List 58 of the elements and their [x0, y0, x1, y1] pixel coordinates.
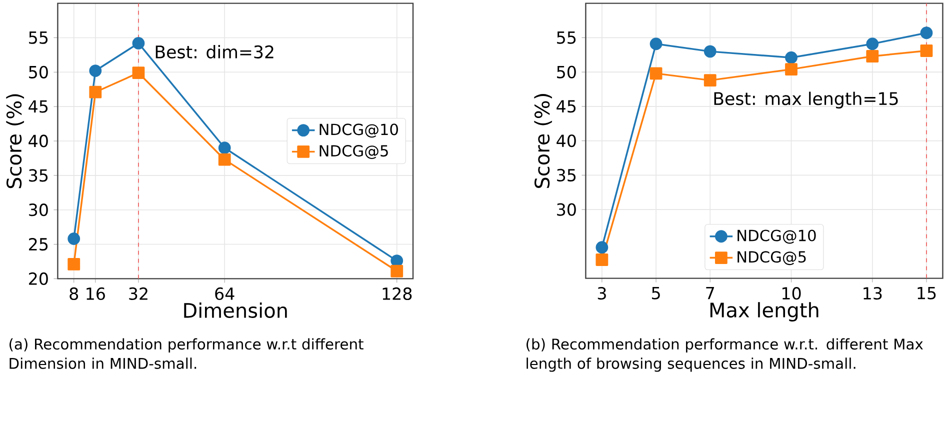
- x-tick-label: 32: [129, 287, 148, 300]
- x-tick-label: 128: [382, 287, 412, 300]
- point: [650, 38, 662, 50]
- point: [920, 26, 933, 40]
- legend-label: NDCG@5: [320, 145, 388, 160]
- legend-label: NDCG@10: [320, 124, 398, 138]
- y-tick-label: 30: [557, 203, 576, 216]
- x-tick-label: 64: [215, 287, 234, 300]
- y-tick-label: 55: [557, 31, 576, 44]
- y-tick-label: 55: [29, 32, 48, 44]
- y-tick-label: 50: [29, 66, 48, 78]
- point: [218, 142, 231, 154]
- y-tick-label: 35: [557, 168, 576, 182]
- x-tick-label: 5: [652, 287, 660, 300]
- y-tick-label: 30: [29, 204, 48, 216]
- point: [785, 51, 798, 64]
- annotation: Best: dim=32: [156, 45, 274, 58]
- y-tick-label: 40: [28, 134, 48, 148]
- point: [704, 74, 716, 87]
- point: [89, 86, 102, 98]
- y-tick-label: 20: [29, 272, 48, 285]
- point: [132, 66, 145, 80]
- point: [68, 232, 80, 245]
- y-axis-title: Score (%): [534, 94, 552, 188]
- text: (b) Recommendation performance w.r.t. different Max length of browsing sequences in MIND-small.: [526, 338, 923, 372]
- point: [68, 258, 80, 270]
- point: [866, 38, 879, 50]
- y-tick-label: 25: [29, 238, 48, 251]
- point: [132, 37, 145, 50]
- point: [596, 241, 608, 254]
- x-tick-label: 10: [782, 287, 801, 300]
- x-axis-title: Max length: [710, 302, 818, 322]
- annotation: Best: max length=15: [714, 92, 898, 108]
- legend-label: NDCG@5: [738, 251, 806, 266]
- point: [89, 64, 102, 77]
- point: [650, 67, 662, 80]
- point: [596, 254, 608, 266]
- x-axis-title: Dimension: [184, 302, 287, 318]
- point: [390, 264, 404, 278]
- x-tick-label: 15: [918, 287, 936, 300]
- legend-label: NDCG@10: [738, 230, 816, 244]
- y-tick-label: 45: [28, 100, 48, 113]
- y-tick-label: 45: [556, 100, 576, 113]
- text: (a) Recommendation performance w.r.t different Dimension in MIND-small.: [10, 338, 364, 369]
- x-tick-label: 3: [598, 287, 606, 300]
- point: [704, 45, 716, 58]
- point: [785, 63, 798, 76]
- x-tick-label: 8: [70, 287, 78, 300]
- point: [866, 50, 879, 62]
- x-tick-label: 13: [864, 287, 882, 300]
- y-tick-label: 50: [557, 66, 576, 78]
- x-tick-label: 16: [86, 287, 105, 300]
- y-tick-label: 35: [29, 169, 48, 182]
- x-tick-label: 7: [706, 287, 714, 300]
- y-axis-title: Score (%): [6, 94, 24, 188]
- y-tick-label: 40: [556, 134, 576, 148]
- point: [218, 153, 231, 166]
- point: [920, 44, 933, 57]
